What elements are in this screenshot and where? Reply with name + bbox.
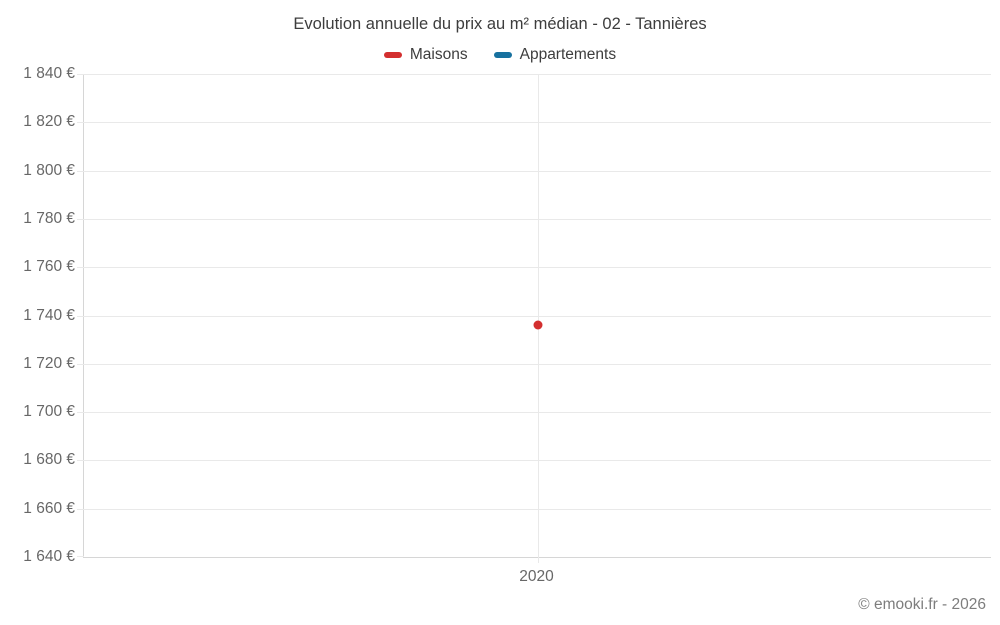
gridline-y-1760	[77, 267, 991, 269]
gridline-y-1680	[77, 460, 991, 462]
plot-area	[77, 74, 991, 563]
y-tick-label: 1 780 €	[23, 209, 75, 227]
legend-label: Appartements	[519, 46, 617, 63]
chart-legend: Maisons Appartements	[0, 46, 1000, 64]
gridline-y-1660	[77, 508, 991, 510]
gridline-y-1720	[77, 363, 991, 365]
y-tick-label: 1 760 €	[23, 258, 75, 276]
y-tick-label: 1 720 €	[23, 354, 75, 372]
y-tick-label: 1 840 €	[23, 65, 75, 82]
legend-label: Maisons	[409, 46, 468, 63]
x-tick-label: 2020	[519, 568, 554, 585]
y-tick-1640	[77, 556, 84, 557]
y-tick-label: 1 820 €	[23, 113, 75, 131]
copyright: © emooki.fr - 2026	[858, 596, 986, 613]
gridline-y-1740	[77, 315, 991, 317]
y-tick-label: 1 800 €	[23, 161, 75, 179]
gridline-y-1800	[77, 170, 991, 172]
legend-swatch	[493, 52, 512, 58]
gridline-y-1840	[77, 74, 991, 75]
y-axis-labels: 1 640 € 1 660 € 1 680 € 1 700 € 1 720 € 1 740…	[0, 65, 75, 565]
y-tick-label: 1 680 €	[23, 451, 75, 469]
y-tick-label: 1 640 €	[23, 548, 75, 565]
y-tick-label: 1 660 €	[23, 499, 75, 517]
chart-title: Evolution annuelle du prix au m² médian …	[293, 15, 707, 33]
legend-item-maisons[interactable]: Maisons	[383, 46, 468, 64]
gridline-y-1700	[77, 412, 991, 414]
legend-item-appartements[interactable]: Appartements	[493, 46, 617, 64]
y-tick-label: 1 740 €	[23, 306, 75, 324]
gridline-x-2020	[537, 74, 539, 557]
data-point-maisons-2020[interactable]	[533, 320, 542, 330]
y-tick-label: 1 700 €	[23, 403, 75, 421]
gridline-y-1820	[77, 122, 991, 124]
x-tick-2020	[537, 557, 539, 563]
gridline-y-1780	[77, 218, 991, 220]
legend-swatch	[383, 52, 402, 58]
x-axis-labels: 2020	[83, 557, 990, 587]
